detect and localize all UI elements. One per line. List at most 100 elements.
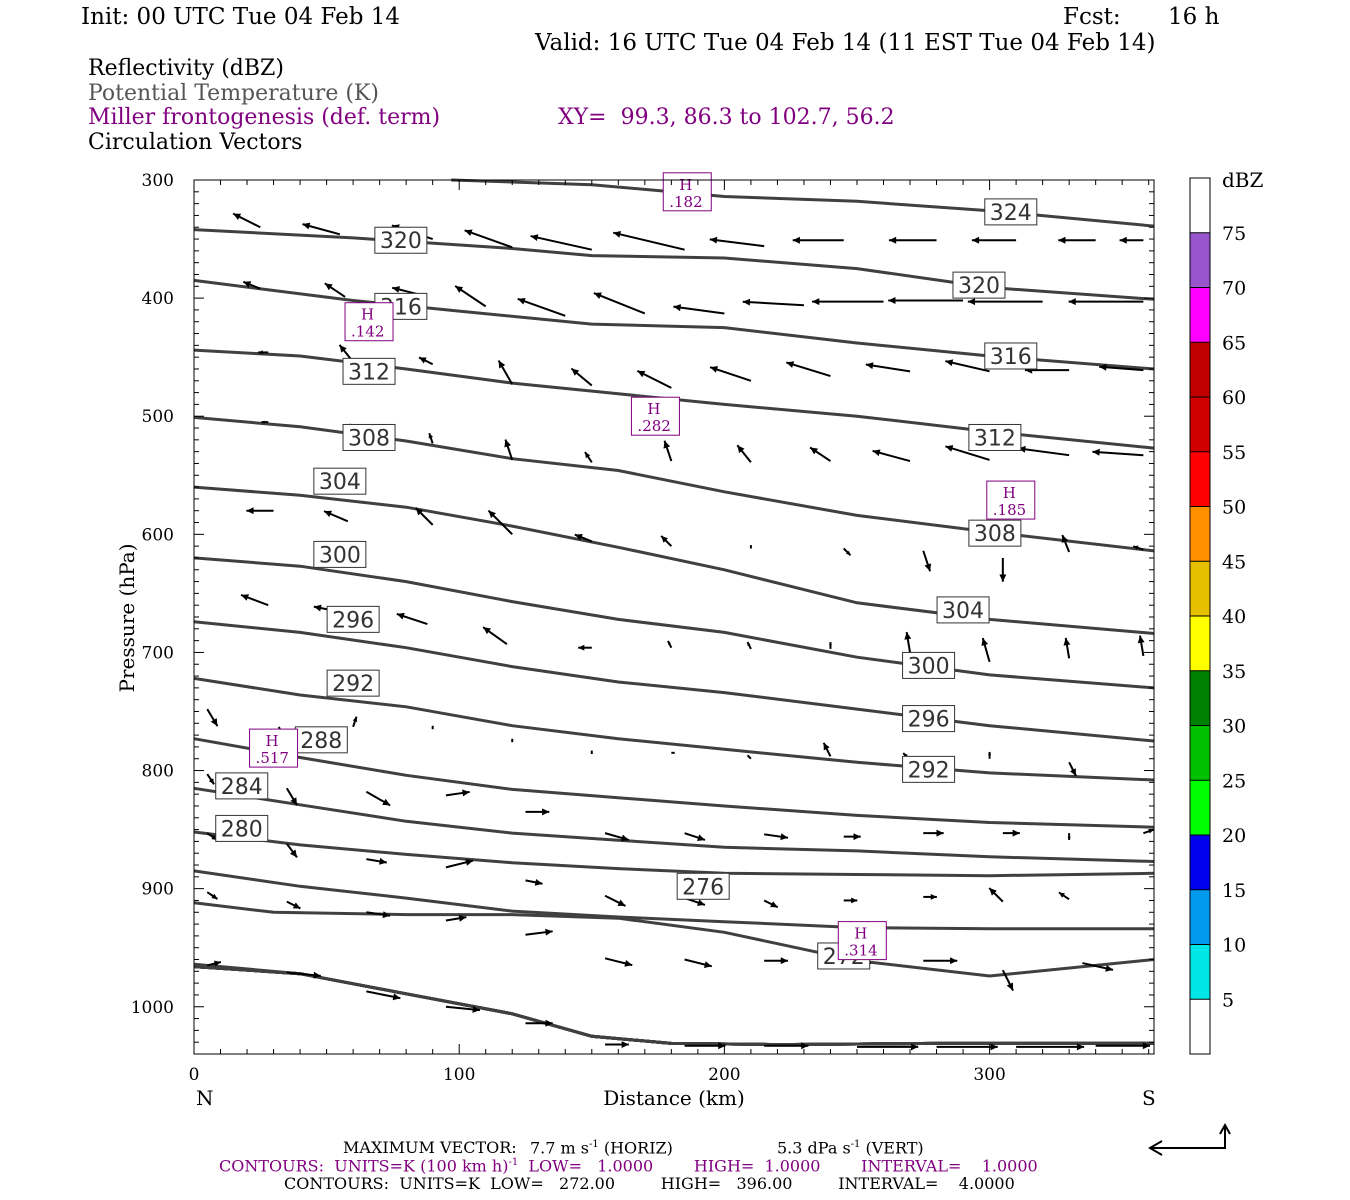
colorbar-label: 65	[1222, 332, 1246, 354]
circulation-vector	[258, 350, 269, 355]
frontogenesis-high-box	[986, 480, 1036, 520]
contour-label-box	[374, 226, 428, 254]
colorbar-label: 60	[1222, 387, 1246, 409]
colorbar-label: 10	[1222, 935, 1246, 957]
field-circulation: Circulation Vectors	[88, 130, 303, 155]
circulation-vector	[904, 631, 912, 653]
frontogenesis-high-box	[630, 396, 680, 436]
contour-label: 296	[332, 608, 374, 633]
contour-label: 276	[682, 875, 724, 900]
contour-label-box	[952, 271, 1006, 299]
contour-label-box	[968, 423, 1022, 451]
colorbar-segment	[1190, 232, 1210, 288]
circulation-vector	[709, 236, 765, 248]
circulation-vector	[207, 960, 222, 967]
theta-contour-300	[193, 869, 1154, 931]
colorbar-segment	[1190, 342, 1210, 397]
circulation-vector	[366, 911, 391, 919]
colorbar-label: 30	[1222, 716, 1246, 738]
contours-theta: CONTOURS: UNITS=K LOW= 272.00 HIGH= 396.…	[284, 1174, 1015, 1193]
circulation-vector	[570, 367, 593, 387]
contour-label-box	[342, 423, 396, 451]
circulation-vector	[504, 439, 514, 461]
y-tick-label: 600	[142, 525, 174, 545]
y-tick-label: 900	[142, 880, 174, 900]
circulation-vector	[525, 1019, 553, 1027]
circulation-vector	[746, 754, 752, 760]
circulation-vector	[746, 641, 752, 650]
frontogenesis-high-value: .314	[844, 942, 877, 960]
colorbar-segment	[1190, 725, 1210, 781]
colorbar-segment	[1190, 780, 1210, 835]
circulation-vector	[517, 297, 566, 317]
x-tick-label: 300	[973, 1065, 1005, 1085]
circulation-vector	[822, 742, 832, 757]
circulation-vector	[967, 298, 1043, 306]
circulation-vector	[584, 451, 593, 463]
circulation-vector	[828, 642, 832, 649]
circulation-vector	[445, 914, 467, 922]
circulation-vector	[749, 545, 752, 549]
circulation-vector	[454, 285, 487, 308]
frontogenesis-high-marker: H	[1003, 484, 1016, 502]
colorbar-label: 20	[1222, 825, 1246, 847]
circulation-vector	[286, 971, 321, 979]
circulation-vector	[428, 432, 434, 444]
circulation-vector	[812, 298, 884, 306]
x-end-right: S	[1142, 1086, 1156, 1110]
contour-label-box	[313, 467, 367, 495]
circulation-vector	[684, 832, 706, 841]
circulation-vector	[872, 449, 911, 463]
valid-time: Valid: 16 UTC Tue 04 Feb 14 (11 EST Tue …	[535, 30, 1156, 56]
circulation-vector	[792, 236, 844, 244]
circulation-vector	[365, 790, 391, 807]
circulation-vector	[525, 878, 543, 886]
circulation-vector	[843, 547, 852, 557]
colorbar-segment	[1190, 616, 1210, 671]
theta-contour-280	[193, 965, 1154, 1047]
circulation-vector	[981, 637, 991, 663]
circulation-vector	[843, 897, 858, 904]
circulation-vector	[232, 212, 261, 229]
colorbar-label: 35	[1222, 661, 1246, 683]
circulation-vector	[1143, 828, 1154, 835]
frontogenesis-high-value: .185	[993, 501, 1026, 519]
contour-label-box	[326, 605, 380, 633]
frontogenesis-high-value: .182	[669, 193, 702, 211]
circulation-vector	[604, 894, 626, 907]
circulation-vector	[525, 928, 553, 936]
contour-label: 304	[319, 470, 361, 495]
x-axis-label: Distance (km)	[603, 1086, 745, 1110]
frontogenesis-high-box	[837, 921, 887, 961]
circulation-vector	[1058, 236, 1096, 244]
circulation-vector	[785, 361, 831, 378]
circulation-vector	[414, 507, 434, 526]
circulation-vector	[1095, 1042, 1151, 1050]
circulation-vector	[709, 366, 752, 382]
y-tick-label: 800	[142, 762, 174, 782]
circulation-vector	[445, 789, 470, 797]
forecast-label: Fcst:	[1063, 4, 1121, 30]
circulation-vector	[1137, 635, 1145, 657]
circulation-vector	[1099, 363, 1144, 372]
circulation-vector	[936, 1043, 998, 1051]
frontogenesis-high-value: .517	[256, 749, 289, 767]
circulation-vector	[487, 509, 513, 536]
field-reflectivity: Reflectivity (dBZ)	[88, 56, 284, 81]
circulation-vector	[482, 626, 508, 645]
contour-label-box	[313, 540, 367, 568]
axes: 0 100 200 300 300 400 500 600 700 800 900 1000	[131, 171, 1155, 1085]
contour-label: 312	[348, 360, 390, 385]
theta-contour-296	[193, 962, 1154, 1047]
field-theta: Potential Temperature (K)	[88, 81, 379, 106]
circulation-vector	[497, 360, 514, 385]
theta-contour-304	[193, 786, 1155, 863]
circulation-vector	[206, 773, 215, 785]
circulation-vector	[1068, 298, 1144, 306]
theta-contour-316	[193, 348, 1155, 450]
circulation-vector	[352, 716, 358, 728]
contour-label-box	[294, 726, 348, 754]
contour-label: 296	[908, 708, 950, 733]
field-miller: Miller frontogenesis (def. term)	[88, 105, 441, 130]
